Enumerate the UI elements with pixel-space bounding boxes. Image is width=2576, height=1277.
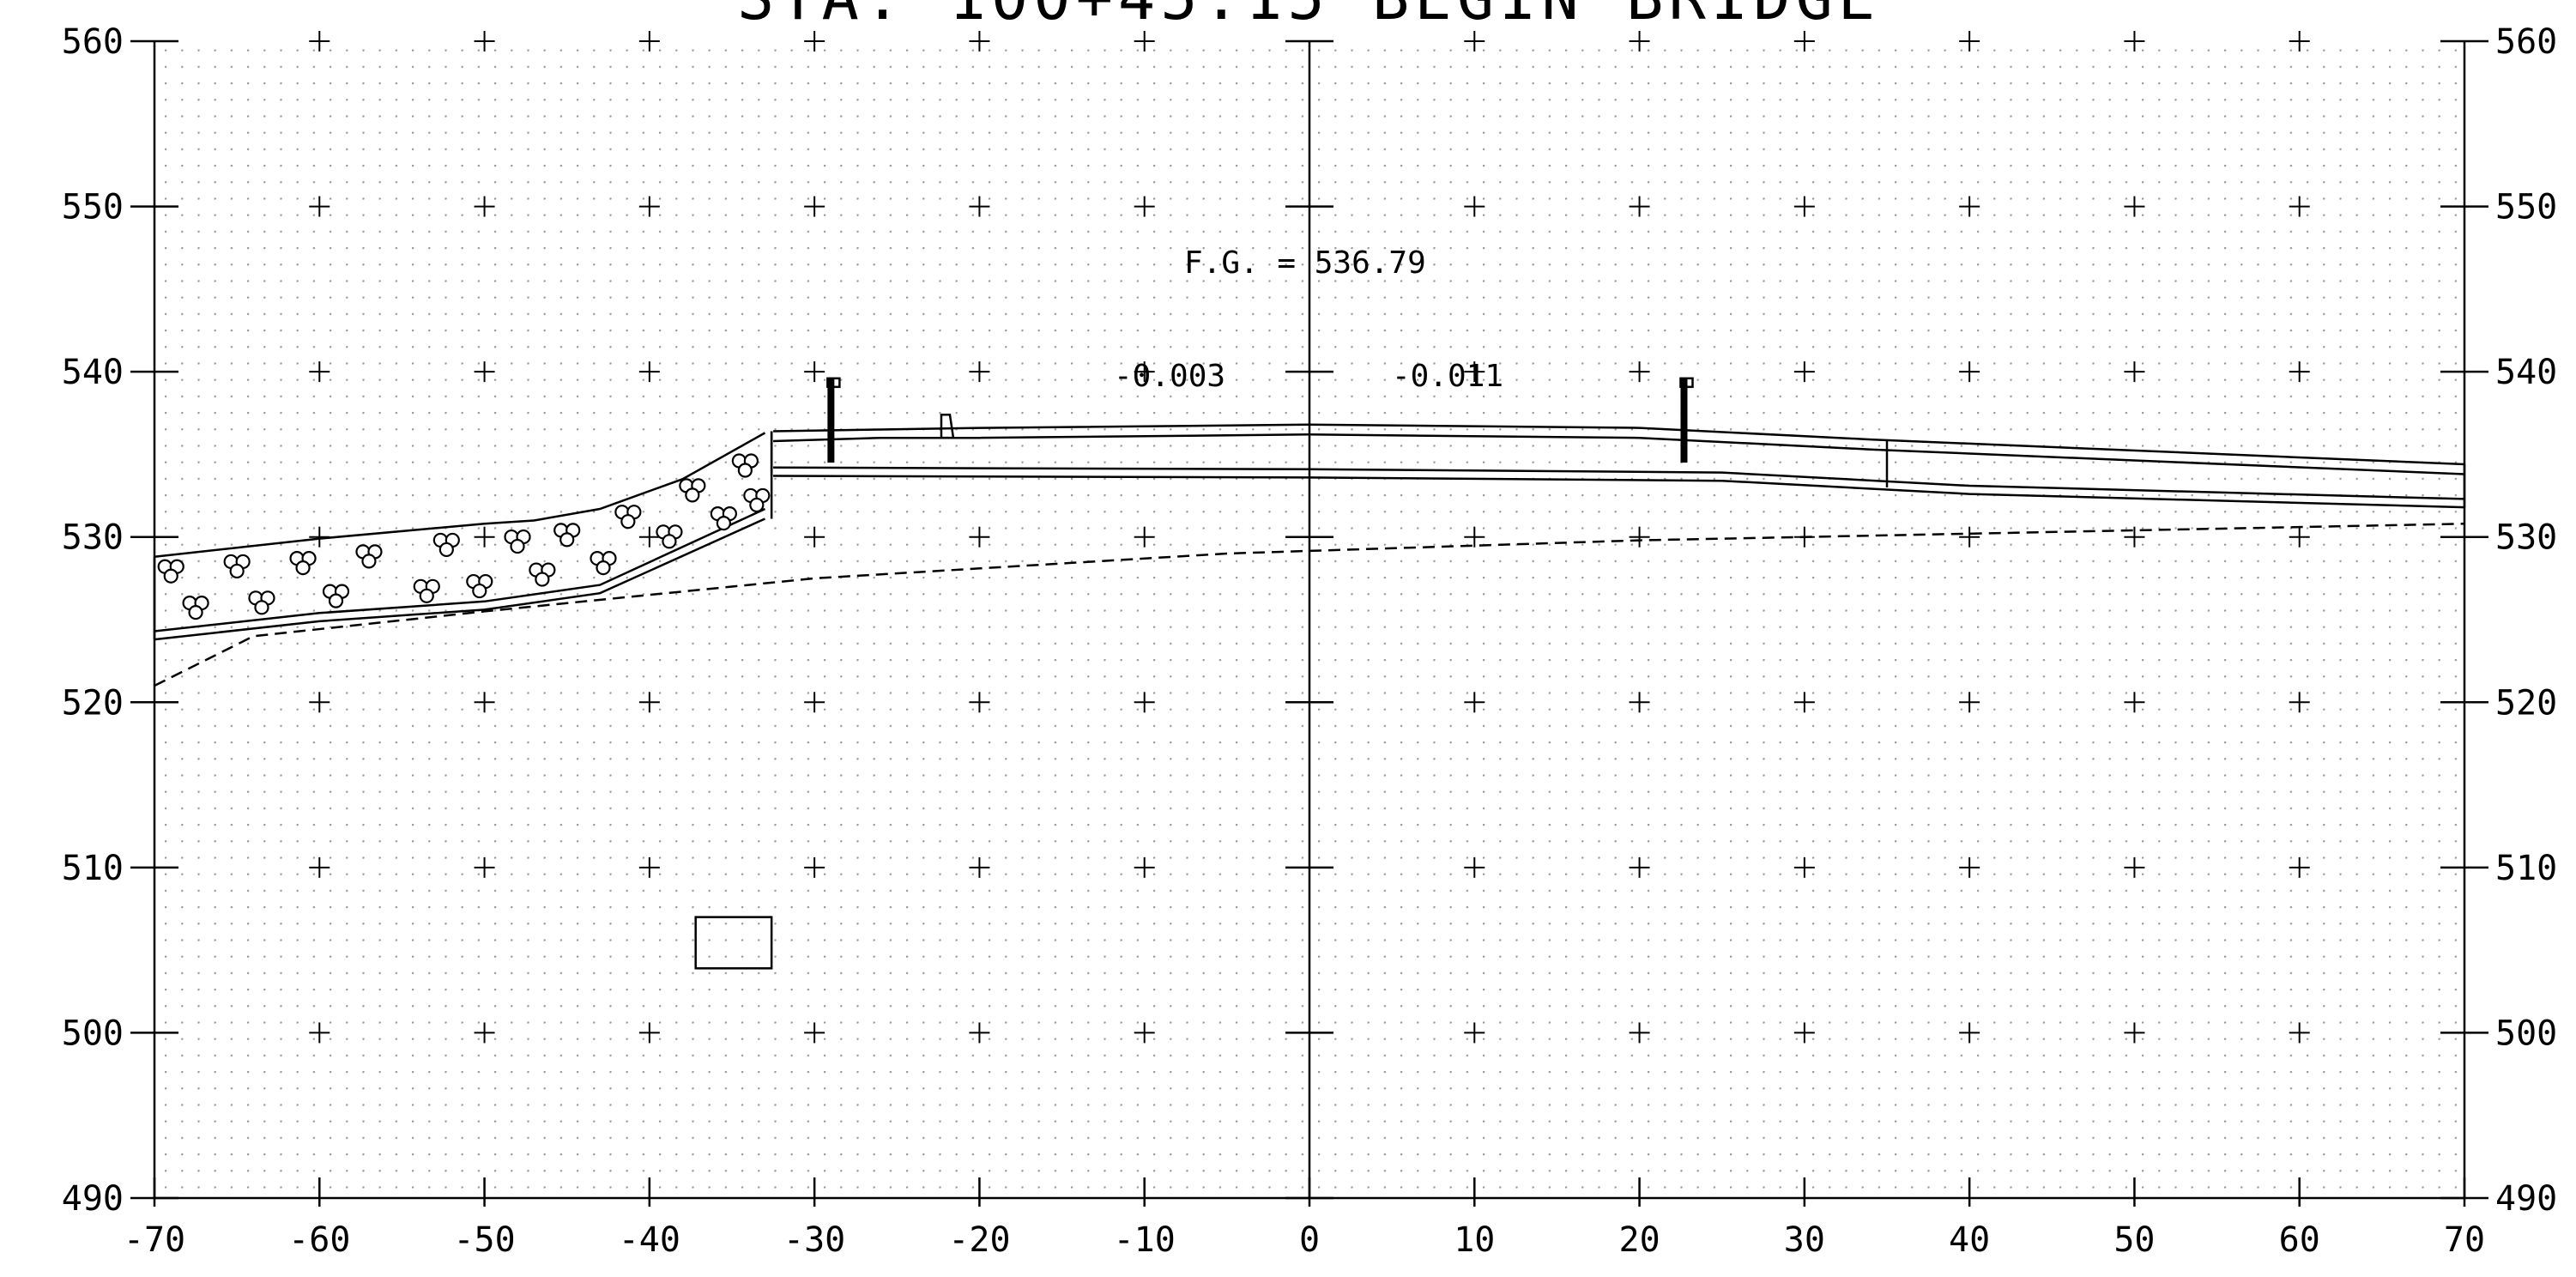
x-tick-label: -70	[124, 1220, 185, 1260]
y-tick-label-right: 520	[2495, 683, 2557, 723]
y-tick-label-left: 530	[62, 518, 124, 558]
riprap-stone-circle	[737, 463, 753, 478]
right-barrier-post	[1680, 378, 1688, 463]
riprap-stone-circle	[749, 497, 765, 513]
girder-bottom-line	[773, 475, 2465, 509]
riprap-stone-symbol	[289, 550, 317, 576]
riprap-stone-symbol	[504, 529, 531, 554]
y-tick-label-right: 500	[2495, 1014, 2557, 1053]
cross-slope-right-label: -0.011	[1392, 359, 1503, 394]
y-tick-label-right: 560	[2495, 22, 2557, 62]
y-tick-label-left: 500	[62, 1014, 124, 1053]
y-tick-label-left: 520	[62, 683, 124, 723]
riprap-stone-circle	[596, 560, 611, 576]
x-tick-label: -40	[619, 1220, 680, 1260]
grid-crosses	[309, 31, 2310, 1044]
riprap-stone-symbol	[182, 595, 209, 620]
x-tick-label: -50	[453, 1220, 515, 1260]
riprap-stone-symbol	[223, 554, 251, 579]
y-tick-label-left: 510	[62, 849, 124, 888]
riprap-stone-circle	[328, 593, 344, 608]
riprap-stone-circle	[716, 516, 731, 531]
riprap-stone-symbol	[656, 524, 683, 549]
riprap-stone-symbol	[590, 550, 617, 576]
riprap-stone-symbol	[614, 505, 642, 530]
riprap-stone-symbol	[743, 487, 771, 513]
riprap-stone-symbol	[322, 584, 350, 608]
x-tick-label: 0	[1299, 1220, 1320, 1260]
riprap-stone-circle	[510, 538, 525, 554]
x-tick-label: 20	[1618, 1220, 1660, 1260]
x-tick-label: 40	[1949, 1220, 1990, 1260]
riprap-stone-symbol	[413, 578, 440, 603]
riprap-stone-symbol	[355, 544, 383, 569]
riprap-stone-circle	[163, 568, 178, 584]
riprap-stone-circle	[229, 563, 245, 579]
cross-slope-left-label: -0.003	[1114, 359, 1225, 394]
riprap-stone-circle	[535, 572, 550, 587]
riprap-bedding-line	[154, 507, 766, 632]
riprap-stone-circle	[361, 554, 377, 569]
y-tick-label-left: 540	[62, 353, 124, 392]
section-drawing	[153, 377, 2466, 970]
girder-top-line	[773, 466, 2465, 500]
left-barrier-cap	[826, 377, 841, 389]
x-tick-label: 30	[1784, 1220, 1825, 1260]
riprap-stone-circle	[254, 600, 269, 615]
y-tick-label-right: 540	[2495, 353, 2557, 392]
x-tick-label: -60	[288, 1220, 350, 1260]
y-tick-label-left: 550	[62, 188, 124, 227]
curb-shape	[940, 413, 955, 439]
y-tick-label-left: 490	[62, 1179, 124, 1219]
drawing-title: STA. 100+45.15 BEGIN BRIDGE	[737, 0, 1880, 33]
left-barrier-post	[827, 378, 835, 463]
riprap-stone-circle	[419, 588, 434, 603]
box-outline	[694, 916, 773, 970]
finish-grade-label: F.G. = 536.79	[1184, 245, 1426, 281]
x-tick-label: -10	[1114, 1220, 1176, 1260]
x-tick-label: -30	[783, 1220, 845, 1260]
riprap-top-line	[154, 432, 766, 559]
riprap-stone-symbol	[710, 506, 737, 531]
riprap-stone-symbol	[248, 590, 275, 615]
riprap-stone-symbol	[157, 559, 184, 584]
y-tick-label-right: 550	[2495, 188, 2557, 227]
riprap-stone-symbol	[731, 453, 759, 478]
right-barrier-cap	[1679, 377, 1694, 389]
riprap-bottom-line	[154, 517, 766, 641]
x-tick-label: 10	[1454, 1220, 1495, 1260]
deck-bottom-line	[773, 433, 2465, 475]
riprap-stone-symbol	[679, 478, 706, 503]
riprap-stone-symbol	[529, 562, 556, 587]
axis-ticks	[130, 39, 2488, 1207]
y-tick-label-right: 490	[2495, 1179, 2557, 1219]
riprap-stone-symbol	[432, 532, 460, 558]
deck-top-line	[773, 423, 2465, 466]
riprap-stone-symbol	[466, 573, 493, 599]
x-tick-label: 70	[2444, 1220, 2485, 1260]
y-tick-label-right: 530	[2495, 518, 2557, 558]
riprap-stone-circle	[472, 583, 487, 599]
x-tick-label: -20	[948, 1220, 1010, 1260]
x-tick-label: 50	[2113, 1220, 2155, 1260]
riprap-stone-circle	[685, 487, 700, 503]
riprap-stone-circle	[438, 542, 454, 558]
riprap-stone-circle	[620, 514, 636, 530]
riprap-stone-circle	[559, 532, 575, 548]
riprap-stone-symbol	[553, 523, 581, 548]
y-tick-label-right: 510	[2495, 849, 2557, 888]
riprap-stone-circle	[662, 534, 677, 549]
riprap-stone-circle	[295, 560, 311, 576]
x-tick-label: 60	[2279, 1220, 2320, 1260]
y-tick-label-left: 560	[62, 22, 124, 62]
riprap-stone-circle	[188, 604, 203, 620]
